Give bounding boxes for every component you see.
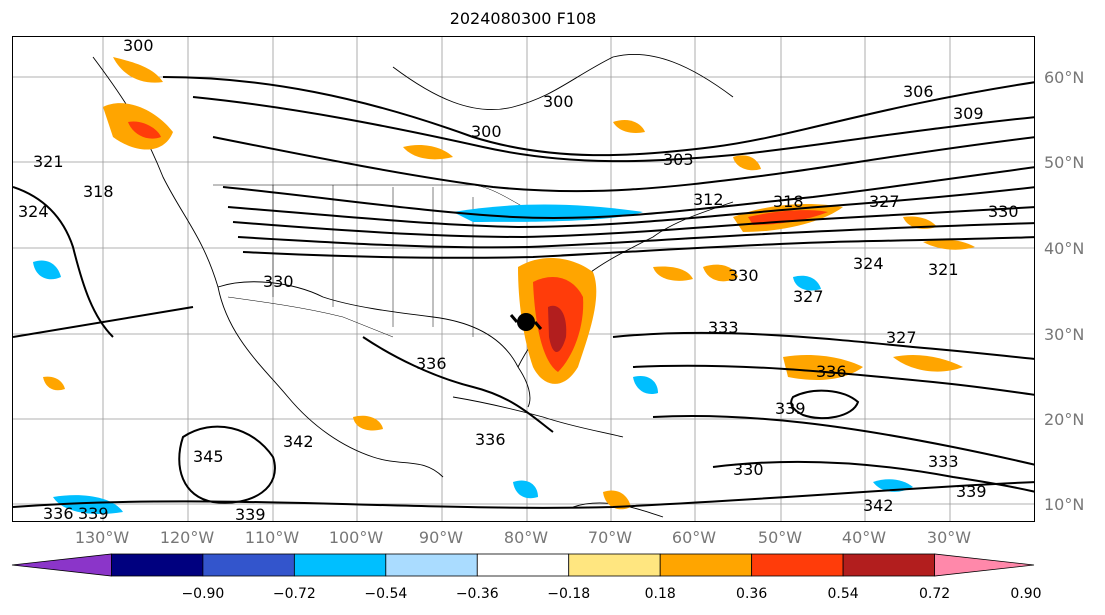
colorbar-extend-low: [11, 553, 112, 577]
colorbar-segment: [385, 553, 478, 577]
hurricane-icon: [509, 313, 543, 331]
contour-label: 321: [33, 152, 64, 171]
contour-label: 300: [543, 92, 574, 111]
colorbar-tick-label: −0.72: [272, 586, 316, 602]
lon-label: 70°W: [587, 528, 633, 547]
shaded-fields: [33, 57, 975, 515]
contour-label: 336: [416, 354, 447, 373]
contour-label: 324: [853, 254, 884, 273]
colorbar-tick-label: −0.90: [181, 586, 225, 602]
contour-label: 339: [78, 504, 109, 522]
coastlines: [92, 53, 734, 518]
lon-label: 130°W: [74, 528, 130, 547]
contour-label: 318: [773, 192, 804, 211]
colorbar-segment: [202, 553, 295, 577]
lon-label: 40°W: [841, 528, 887, 547]
colorbar-segment: [111, 553, 204, 577]
lat-label: 60°N: [1044, 68, 1085, 87]
lon-label: 60°W: [671, 528, 717, 547]
lon-label: 110°W: [244, 528, 300, 547]
contour-label: 312: [693, 190, 724, 209]
colorbar-tick-label: −0.18: [547, 586, 591, 602]
map-panel: 300 300 300 303 306 309 312 318 318 321 …: [12, 36, 1035, 522]
contour-label: 324: [18, 202, 49, 221]
colorbar: [11, 553, 1035, 577]
contour-labels: 300 300 300 303 306 309 312 318 318 321 …: [18, 37, 1019, 522]
contour-label: 336: [816, 362, 847, 381]
lon-label: 50°W: [757, 528, 803, 547]
lat-label: 40°N: [1044, 239, 1085, 258]
colorbar-segment: [659, 553, 753, 577]
lat-label: 20°N: [1044, 410, 1085, 429]
map-title: 2024080300 F108: [449, 9, 597, 28]
colorbar-segment: [751, 553, 844, 577]
lat-label: 50°N: [1044, 153, 1085, 172]
contour-label: 330: [728, 266, 759, 285]
contour-label: 318: [83, 182, 114, 201]
lat-label: 10°N: [1044, 495, 1085, 514]
colorbar-segment: [568, 553, 661, 577]
contour-label: 345: [193, 447, 224, 466]
contour-label: 300: [471, 122, 502, 141]
colorbar-extend-high: [934, 553, 1035, 577]
contour-label: 327: [869, 192, 900, 211]
contour-label: 300: [123, 37, 154, 55]
contour-label: 330: [733, 460, 764, 479]
contour-label: 330: [263, 272, 294, 291]
colorbar-tick-label: 0.90: [1010, 586, 1042, 602]
contour-label: 342: [863, 496, 894, 515]
contour-label: 339: [775, 399, 806, 418]
lon-label: 90°W: [418, 528, 464, 547]
lon-label: 30°W: [926, 528, 972, 547]
colorbar-segment: [842, 553, 935, 577]
contour-label: 339: [956, 482, 987, 501]
contour-label: 333: [928, 452, 959, 471]
contour-label: 330: [988, 202, 1019, 221]
contour-label: 309: [953, 104, 984, 123]
colorbar-tick-label: −0.54: [364, 586, 408, 602]
contour-label: 306: [903, 82, 934, 101]
contour-label: 303: [663, 150, 694, 169]
lon-label: 80°W: [503, 528, 549, 547]
colorbar-segment: [293, 553, 387, 577]
lon-label: 100°W: [328, 528, 384, 547]
colorbar-segment: [476, 553, 570, 577]
contour-label: 327: [793, 287, 824, 306]
contour-label: 339: [235, 505, 266, 522]
colorbar-tick-label: 0.72: [918, 586, 951, 602]
colorbar-tick-label: 0.18: [644, 586, 676, 602]
map-canvas: 300 300 300 303 306 309 312 318 318 321 …: [13, 37, 1034, 522]
lat-label: 30°N: [1044, 325, 1085, 344]
graticule: [13, 37, 1034, 521]
contour-label: 327: [886, 328, 917, 347]
contour-label: 336: [43, 504, 74, 522]
lon-label: 120°W: [159, 528, 215, 547]
colorbar-tick-label: −0.36: [455, 586, 499, 602]
colorbar-tick-label: 0.36: [736, 586, 768, 602]
contour-label: 333: [708, 318, 739, 337]
contour-label: 342: [283, 432, 314, 451]
contours: [13, 76, 1034, 509]
contour-label: 321: [928, 260, 959, 279]
colorbar-tick-label: 0.54: [827, 586, 859, 602]
contour-label: 336: [475, 430, 506, 449]
